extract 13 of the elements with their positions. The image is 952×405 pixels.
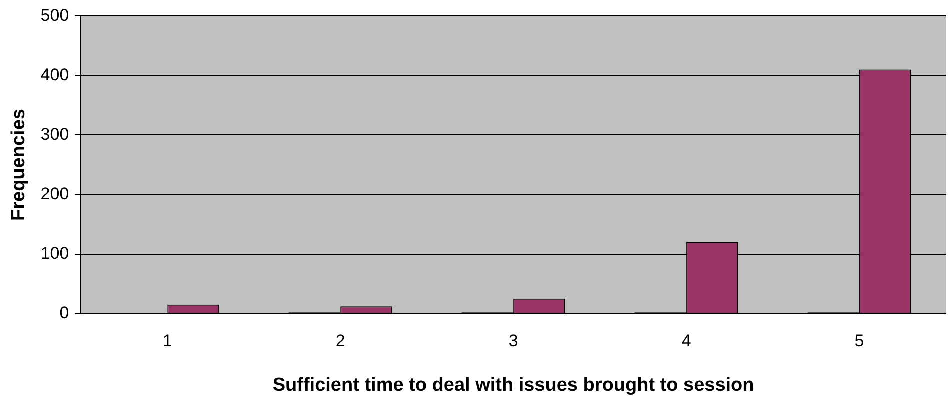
y-tick-label: 100 bbox=[40, 244, 70, 263]
x-tick-label: 1 bbox=[162, 332, 172, 351]
y-tick-label: 400 bbox=[40, 65, 70, 84]
x-tick-label: 3 bbox=[508, 332, 518, 351]
y-tick-label: 300 bbox=[40, 124, 70, 144]
y-tick-label: 200 bbox=[40, 184, 70, 204]
x-tick-label: 5 bbox=[854, 332, 864, 351]
y-axis-title: Frequencies bbox=[8, 109, 30, 221]
x-axis-title: Sufficient time to deal with issues brought to session bbox=[272, 374, 754, 396]
x-tick-label: 2 bbox=[336, 332, 346, 351]
y-tick-label: 500 bbox=[40, 6, 70, 25]
x-tick-label: 4 bbox=[682, 332, 692, 351]
y-tick-label: 0 bbox=[60, 303, 70, 322]
